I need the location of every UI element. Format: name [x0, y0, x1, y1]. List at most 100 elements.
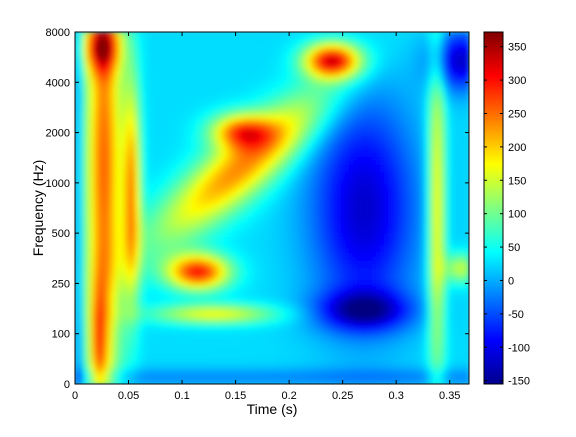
heatmap-cell — [119, 324, 124, 329]
heatmap-cell — [183, 124, 189, 129]
heatmap-cell — [139, 332, 144, 337]
heatmap-cell — [123, 200, 128, 205]
heatmap-cell — [255, 256, 261, 261]
heatmap-cell — [276, 288, 281, 293]
heatmap-cell — [215, 240, 221, 245]
heatmap-cell — [231, 120, 237, 125]
heatmap-cell — [91, 268, 96, 273]
heatmap-cell — [255, 140, 261, 145]
heatmap-cell — [123, 244, 128, 249]
heatmap-cell — [199, 332, 205, 337]
heatmap-cell — [243, 296, 249, 301]
heatmap-cell — [195, 92, 201, 97]
heatmap-cell — [235, 104, 241, 109]
heatmap-cell — [211, 228, 217, 233]
heatmap-cell — [155, 136, 161, 141]
heatmap-cell — [83, 268, 88, 273]
heatmap-cell — [207, 92, 213, 97]
heatmap-cell — [207, 136, 213, 141]
heatmap-cell — [219, 372, 225, 377]
heatmap-cell — [147, 60, 152, 65]
heatmap-cell — [251, 40, 257, 45]
heatmap-cell — [163, 212, 169, 217]
heatmap-cell — [211, 96, 217, 101]
heatmap-cell — [95, 148, 100, 153]
heatmap-cell — [215, 304, 221, 309]
heatmap-cell — [223, 148, 229, 153]
heatmap-cell — [284, 96, 289, 101]
heatmap-cell — [95, 340, 100, 345]
heatmap-cell — [235, 324, 241, 329]
heatmap-cell — [288, 128, 293, 133]
heatmap-cell — [255, 172, 261, 177]
heatmap-cell — [300, 360, 305, 365]
heatmap-cell — [267, 284, 273, 289]
heatmap-cell — [151, 368, 157, 373]
heatmap-cell — [243, 40, 249, 45]
heatmap-cell — [131, 296, 136, 301]
heatmap-cell — [296, 136, 301, 141]
heatmap-cell — [231, 88, 237, 93]
heatmap-cell — [107, 164, 112, 169]
heatmap-cell — [139, 120, 144, 125]
heatmap-cell — [83, 348, 88, 353]
heatmap-cell — [288, 360, 293, 365]
heatmap-cell — [155, 128, 161, 133]
heatmap-cell — [79, 368, 84, 373]
heatmap-cell — [276, 336, 281, 341]
heatmap-cell — [83, 208, 88, 213]
heatmap-cell — [79, 268, 84, 273]
heatmap-cell — [183, 52, 189, 57]
heatmap-cell — [163, 284, 169, 289]
heatmap-cell — [107, 180, 112, 185]
heatmap-cell — [296, 332, 301, 337]
heatmap-cell — [284, 64, 289, 69]
heatmap-cell — [296, 212, 301, 217]
heatmap-cell — [296, 200, 301, 205]
heatmap-cell — [163, 48, 169, 53]
heatmap-cell — [183, 292, 189, 297]
heatmap-cell — [175, 160, 181, 165]
heatmap-cell — [115, 124, 120, 129]
heatmap-cell — [199, 68, 205, 73]
heatmap-cell — [191, 76, 197, 81]
heatmap-cell — [215, 268, 221, 273]
heatmap-cell — [87, 224, 92, 229]
heatmap-cell — [139, 64, 144, 69]
heatmap-cell — [127, 208, 132, 213]
heatmap-cell — [119, 88, 124, 93]
heatmap-cell — [183, 264, 189, 269]
heatmap-cell — [151, 224, 157, 229]
heatmap-cell — [143, 68, 148, 73]
heatmap-cell — [159, 112, 165, 117]
heatmap-cell — [155, 104, 161, 109]
heatmap-cell — [296, 56, 301, 61]
heatmap-cell — [195, 176, 201, 181]
heatmap-cell — [235, 304, 241, 309]
heatmap-cell — [179, 80, 185, 85]
heatmap-cell — [243, 224, 249, 229]
heatmap-cell — [247, 40, 253, 45]
heatmap-cell — [284, 284, 289, 289]
heatmap-cell — [276, 52, 281, 57]
heatmap-cell — [179, 216, 185, 221]
heatmap-cell — [300, 332, 305, 337]
heatmap-cell — [255, 180, 261, 185]
heatmap-cell — [255, 204, 261, 209]
heatmap-cell — [175, 88, 181, 93]
heatmap-cell — [147, 260, 152, 265]
heatmap-cell — [195, 160, 201, 165]
heatmap-cell — [219, 368, 225, 373]
heatmap-cell — [284, 252, 289, 257]
heatmap-cell — [276, 260, 281, 265]
heatmap-cell — [111, 108, 116, 113]
heatmap-cell — [292, 320, 297, 325]
heatmap-cell — [155, 356, 161, 361]
heatmap-cell — [99, 180, 104, 185]
heatmap-cell — [223, 140, 229, 145]
heatmap-cell — [231, 92, 237, 97]
heatmap-cell — [171, 52, 177, 57]
heatmap-cell — [263, 220, 269, 225]
heatmap-cell — [263, 256, 269, 261]
heatmap-cell — [123, 372, 128, 377]
